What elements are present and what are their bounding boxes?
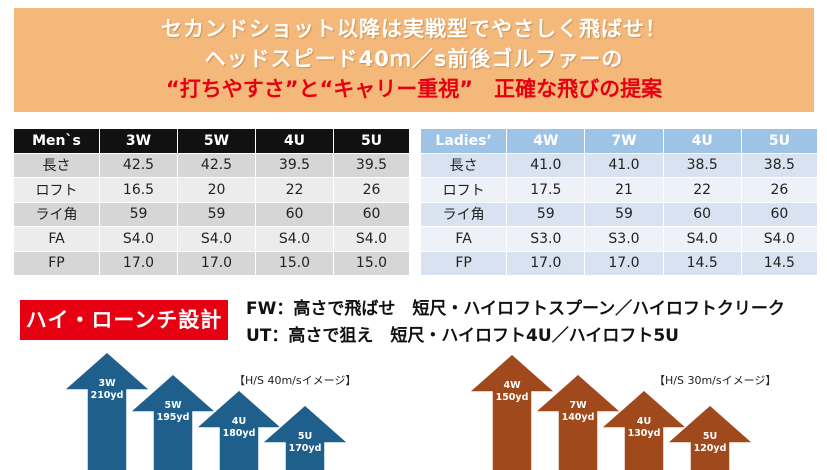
arrow-carry-label: 170yd xyxy=(289,443,322,454)
ladies_table-header-cell: 5U xyxy=(740,128,819,154)
spec-cell: 59 xyxy=(177,201,256,227)
ladies_table-header-cell: Ladies’ xyxy=(419,128,508,154)
spec-cell: 60 xyxy=(333,201,410,227)
spec-cell: 42.5 xyxy=(99,152,178,178)
fw-description: FW：高さで飛ばせ 短尺・ハイロフトスプーン／ハイロフトクリーク xyxy=(246,299,785,319)
spec-cell: S3.0 xyxy=(584,226,664,252)
spec-cell: S3.0 xyxy=(506,226,586,252)
arrow-club-label: 3W xyxy=(98,378,116,389)
table-row: ライ角 59 59 60 60 xyxy=(419,201,819,227)
spec-cell: 42.5 xyxy=(177,152,256,178)
arrow-carry-label: 140yd xyxy=(562,412,595,423)
headline-line-1: セカンドショット以降は実戦型でやさしく飛ばせ！ xyxy=(161,17,667,41)
spec-cell: 17.5 xyxy=(506,177,586,203)
mens_table-header-cell: 5W xyxy=(177,128,256,154)
mens_table-header-cell: 4U xyxy=(255,128,334,154)
spec-cell: 14.5 xyxy=(662,250,742,276)
mens_table-header-cell: 5U xyxy=(333,128,410,154)
carry-arrow xyxy=(467,352,557,470)
spec-cell: 15.0 xyxy=(333,250,410,276)
table-row: ロフト 16.5 20 22 26 xyxy=(13,177,410,203)
arrow-club-label: 5U xyxy=(703,431,717,442)
ladies-header-row: Ladies’ 4W 7W 4U 5U xyxy=(419,128,819,154)
spec-row-label: FP xyxy=(13,250,100,276)
arrow-carry-label: 180yd xyxy=(223,428,256,439)
headline-banner: セカンドショット以降は実戦型でやさしく飛ばせ！ ヘッドスピード40ｍ／s前後ゴル… xyxy=(14,8,814,112)
table-row: 長さ 41.0 41.0 38.5 38.5 xyxy=(419,152,819,178)
arrow-club-label: 7W xyxy=(569,400,587,411)
high-launch-badge: ハイ・ローンチ設計 xyxy=(20,300,228,340)
spec-cell: S4.0 xyxy=(740,226,819,252)
carry-arrow xyxy=(128,372,218,470)
spec-cell: 60 xyxy=(662,201,742,227)
arrow-carry-label: 130yd xyxy=(628,428,661,439)
spec-cell: 17.0 xyxy=(177,250,256,276)
spec-row-label: FA xyxy=(419,226,508,252)
spec-cell: S4.0 xyxy=(333,226,410,252)
spec-cell: 59 xyxy=(99,201,178,227)
ut-description: UT：高さで狙え 短尺・ハイロフト4U／ハイロフト5U xyxy=(246,326,679,346)
mens-spec-table: Men`s 3W 5W 4U 5U 長さ 42.5 42.5 39.5 39.5 ロフト 16.5 2… xyxy=(13,128,410,276)
spec-cell: 16.5 xyxy=(99,177,178,203)
mens_table-header-cell: Men`s xyxy=(13,128,100,154)
mens-spec-body: 長さ 42.5 42.5 39.5 39.5 ロフト 16.5 20 22 26 ライ角 59 59 60… xyxy=(13,152,410,276)
spec-cell: 21 xyxy=(584,177,664,203)
ladies-hs-label: 【H/S 30m/sイメージ】 xyxy=(654,374,777,387)
arrow-carry-label: 210yd xyxy=(91,390,124,401)
carry-arrow xyxy=(533,372,623,470)
arrow-club-label: 4W xyxy=(503,380,521,391)
ladies_table-header-cell: 4W xyxy=(506,128,586,154)
spec-row-label: ライ角 xyxy=(13,201,100,227)
ladies_table-header-cell: 7W xyxy=(584,128,664,154)
spec-cell: 41.0 xyxy=(506,152,586,178)
spec-cell: 41.0 xyxy=(584,152,664,178)
spec-row-label: 長さ xyxy=(13,152,100,178)
ladies-spec-body: 長さ 41.0 41.0 38.5 38.5 ロフト 17.5 21 22 26 ライ角 59 59 60… xyxy=(419,152,819,276)
spec-cell: 39.5 xyxy=(333,152,410,178)
table-row: FA S3.0 S3.0 S4.0 S4.0 xyxy=(419,226,819,252)
spec-cell: 17.0 xyxy=(584,250,664,276)
mens-header-row: Men`s 3W 5W 4U 5U xyxy=(13,128,410,154)
table-row: ロフト 17.5 21 22 26 xyxy=(419,177,819,203)
mens-hs-label: 【H/S 40m/sイメージ】 xyxy=(234,374,357,387)
arrow-club-label: 4U xyxy=(637,416,651,427)
table-row: FP 17.0 17.0 14.5 14.5 xyxy=(419,250,819,276)
spec-row-label: ライ角 xyxy=(419,201,508,227)
arrow-club-label: 5W xyxy=(164,400,182,411)
carry-arrow xyxy=(62,350,152,470)
spec-cell: 17.0 xyxy=(506,250,586,276)
arrow-club-label: 4U xyxy=(232,416,246,427)
spec-row-label: FP xyxy=(419,250,508,276)
headline-line-2: ヘッドスピード40ｍ／s前後ゴルファーの xyxy=(204,47,624,71)
spec-cell: 59 xyxy=(506,201,586,227)
spec-cell: 14.5 xyxy=(740,250,819,276)
spec-cell: 17.0 xyxy=(99,250,178,276)
arrow-carry-label: 195yd xyxy=(157,412,190,423)
headline-line-3: “打ちやすさ”と“キャリー重視” 正確な飛びの提案 xyxy=(165,77,663,101)
ladies-spec-table: Ladies’ 4W 7W 4U 5U 長さ 41.0 41.0 38.5 38.5 ロフト 17.… xyxy=(419,128,819,276)
arrow-club-label: 5U xyxy=(298,431,312,442)
arrow-carry-label: 120yd xyxy=(694,443,727,454)
carry-arrow xyxy=(665,403,755,470)
spec-cell: S4.0 xyxy=(255,226,334,252)
spec-cell: 60 xyxy=(740,201,819,227)
spec-cell: 26 xyxy=(740,177,819,203)
table-row: 長さ 42.5 42.5 39.5 39.5 xyxy=(13,152,410,178)
spec-cell: 59 xyxy=(584,201,664,227)
spec-row-label: ロフト xyxy=(13,177,100,203)
spec-cell: S4.0 xyxy=(662,226,742,252)
spec-cell: 38.5 xyxy=(662,152,742,178)
spec-cell: 15.0 xyxy=(255,250,334,276)
arrow-carry-label: 150yd xyxy=(496,392,529,403)
table-row: FP 17.0 17.0 15.0 15.0 xyxy=(13,250,410,276)
carry-arrow xyxy=(260,403,350,470)
